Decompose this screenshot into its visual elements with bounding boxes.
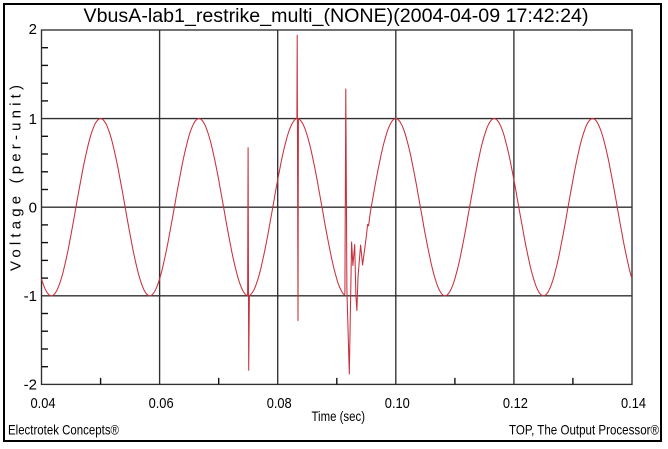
svg-text:0.08: 0.08 (267, 395, 292, 412)
svg-text:VbusA-lab1_restrike_multi_(NON: VbusA-lab1_restrike_multi_(NONE)(2004-04… (84, 5, 589, 27)
svg-text:-2: -2 (24, 377, 37, 394)
svg-text:1: 1 (29, 111, 37, 128)
svg-text:0.12: 0.12 (503, 395, 528, 412)
svg-text:0: 0 (29, 200, 37, 217)
svg-text:Electrotek Concepts®: Electrotek Concepts® (8, 422, 120, 438)
svg-text:0.06: 0.06 (149, 395, 174, 412)
svg-text:-1: -1 (24, 288, 37, 305)
svg-text:Time (sec): Time (sec) (312, 408, 366, 424)
svg-text:0.10: 0.10 (385, 395, 410, 412)
svg-text:2: 2 (29, 21, 37, 38)
svg-text:TOP, The Output Processor®: TOP, The Output Processor® (509, 422, 660, 438)
svg-text:0.04: 0.04 (31, 395, 56, 412)
svg-text:0.14: 0.14 (621, 395, 646, 412)
